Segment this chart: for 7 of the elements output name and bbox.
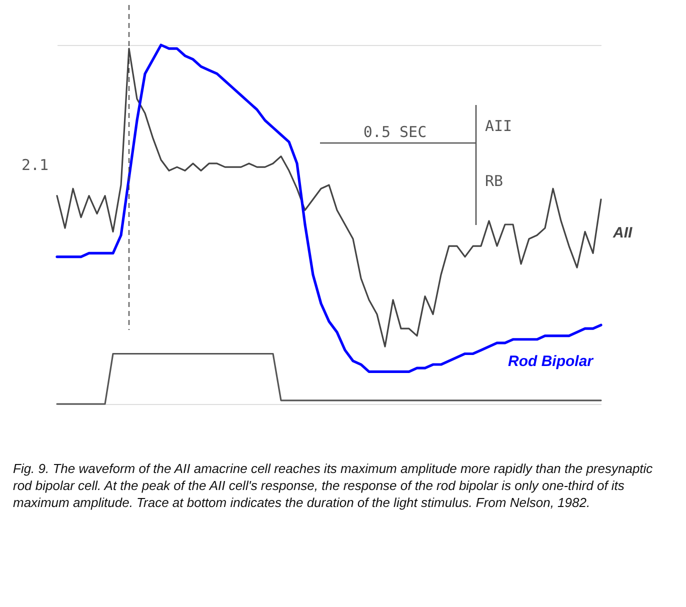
annotation: AII bbox=[485, 117, 512, 135]
series-label: AII bbox=[612, 224, 633, 242]
annotation: RB bbox=[485, 172, 504, 190]
text: 2.1 bbox=[21, 156, 49, 174]
series-label: Rod Bipolar bbox=[508, 353, 594, 370]
caption: Fig. 9. The waveform of the AII amacrine cell reaches its maximum amplitude more rapidly than the presynaptic rod bipolar cell. At the peak of the AII cell's response, the response of the rod bipolar is only one-third of its maximum amplitude. Trace at bottom indicates the duration of the light stimulus. From Nelson, 1982. bbox=[13, 460, 653, 511]
annotation: 0.5 SEC bbox=[363, 123, 427, 141]
